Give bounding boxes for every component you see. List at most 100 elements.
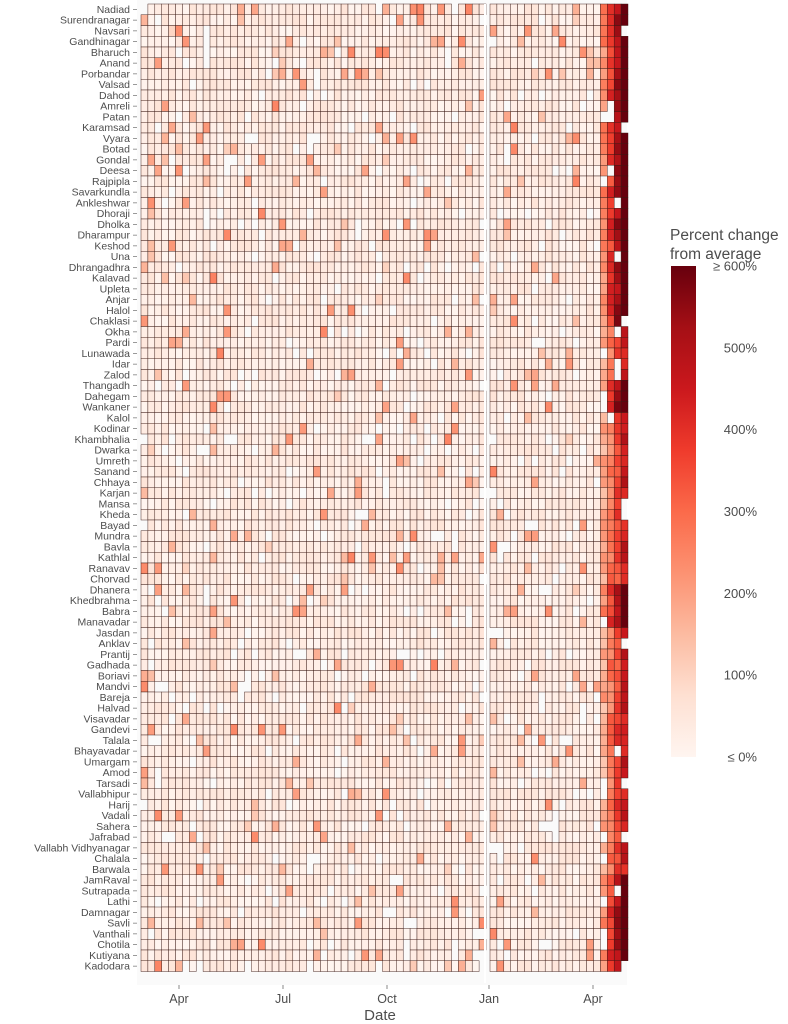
heat-cell (368, 3, 376, 15)
heat-cell (586, 412, 594, 424)
heat-cell (544, 304, 553, 316)
heat-cell (258, 444, 266, 456)
heat-cell (607, 132, 615, 144)
heat-cell (161, 401, 169, 413)
heat-cell (161, 713, 169, 725)
heat-cell (327, 218, 335, 230)
heat-cell (607, 337, 615, 349)
heat-cell (572, 272, 580, 284)
heat-cell (182, 208, 190, 220)
heat-cell (489, 25, 498, 37)
heat-cell (496, 380, 505, 392)
heat-cell (313, 745, 321, 757)
heat-cell (551, 208, 560, 220)
heat-cell (565, 261, 574, 273)
heat-cell (503, 197, 511, 209)
heat-cell (333, 691, 342, 703)
heat-cell (230, 412, 238, 424)
heat-cell (402, 670, 411, 682)
heat-cell (168, 659, 176, 671)
heat-cell (230, 251, 238, 263)
heat-cell (223, 208, 231, 220)
heat-cell (347, 713, 356, 725)
heat-cell (230, 186, 238, 198)
heat-cell (347, 304, 356, 316)
heat-cell (600, 681, 608, 693)
heat-cell (237, 304, 245, 316)
heat-cell (168, 304, 176, 316)
heat-cell (402, 251, 411, 263)
heat-cell (154, 337, 162, 349)
heat-cell (444, 89, 452, 101)
heat-cell (586, 326, 594, 338)
heat-cell (600, 46, 608, 58)
heat-cell (396, 25, 404, 37)
heat-cell (299, 304, 307, 316)
heat-cell (382, 89, 390, 101)
heat-cell (140, 724, 149, 736)
heat-cell (531, 487, 539, 499)
heat-cell (465, 218, 473, 230)
heat-cell (340, 132, 349, 144)
heat-cell (333, 530, 342, 542)
heat-cell (147, 14, 156, 26)
heat-cell (347, 455, 356, 467)
heat-cell (524, 412, 532, 424)
heat-cell (558, 423, 567, 435)
heat-cell (361, 46, 369, 58)
heat-cell (489, 541, 498, 553)
heat-cell (195, 57, 204, 69)
heat-cell (593, 229, 601, 241)
heat-cell (264, 186, 273, 198)
heat-cell (278, 745, 287, 757)
heat-cell (496, 186, 505, 198)
heat-cell (313, 627, 321, 639)
heat-cell (216, 756, 225, 768)
heat-cell (175, 36, 183, 48)
heat-cell (382, 530, 390, 542)
heat-cell (175, 423, 183, 435)
heat-cell (382, 444, 390, 456)
heat-cell (382, 197, 390, 209)
heat-cell (368, 68, 376, 80)
heat-cell (423, 68, 432, 80)
heat-cell (496, 132, 505, 144)
heat-cell (182, 476, 190, 488)
heat-cell (558, 767, 567, 779)
heat-cell (223, 272, 231, 284)
heat-cell (306, 810, 314, 822)
heat-cell (237, 767, 245, 779)
heat-cell (251, 670, 259, 682)
heat-cell (292, 487, 300, 499)
heat-cell (189, 347, 197, 359)
heat-cell (382, 369, 390, 381)
heat-cell (299, 229, 307, 241)
heat-cell (593, 466, 601, 478)
heat-cell (430, 713, 438, 725)
heat-cell (340, 401, 349, 413)
heat-cell (154, 788, 162, 800)
heat-cell (147, 777, 156, 789)
heat-cell (471, 3, 480, 15)
heat-cell (340, 390, 349, 402)
heat-cell (368, 541, 376, 553)
heat-cell (216, 659, 225, 671)
heat-cell (161, 111, 169, 123)
heat-cell (465, 197, 473, 209)
heat-cell (565, 251, 574, 263)
heat-cell (189, 702, 197, 714)
heat-cell (154, 79, 162, 91)
heat-cell (258, 648, 266, 660)
heat-cell (565, 541, 574, 553)
heat-cell (320, 595, 328, 607)
heat-cell (524, 670, 532, 682)
heat-cell (437, 25, 445, 37)
heat-cell (510, 261, 518, 273)
heat-cell (517, 304, 525, 316)
heat-cell (471, 659, 480, 671)
heat-cell (189, 390, 197, 402)
heat-cell (389, 251, 397, 263)
heat-cell (458, 154, 466, 166)
heat-cell (423, 616, 432, 628)
heat-cell (299, 745, 307, 757)
